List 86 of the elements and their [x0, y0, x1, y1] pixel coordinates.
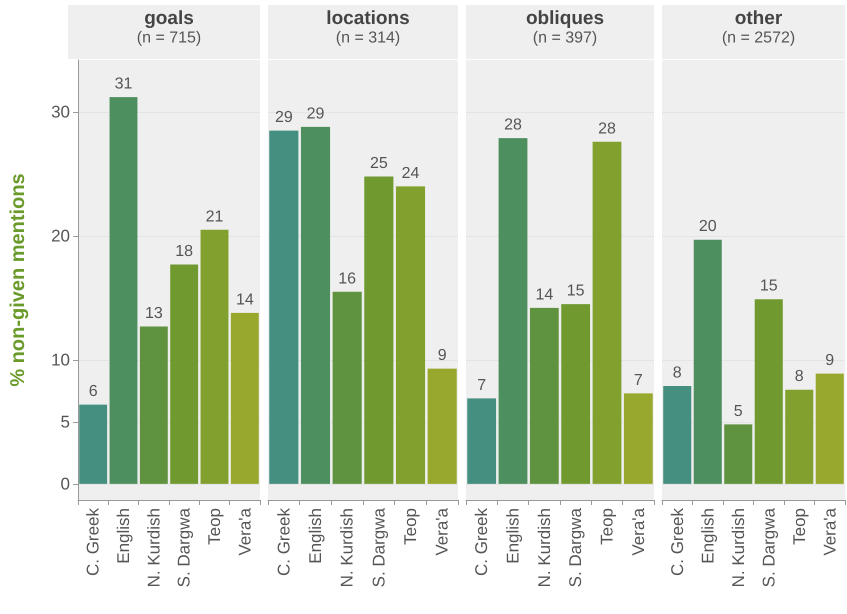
x-tick-label: N. Kurdish	[338, 508, 357, 588]
bar	[170, 264, 198, 484]
data-label: 31	[114, 76, 132, 93]
data-label: 20	[698, 218, 717, 236]
chart-subtitle: (n = 397)	[532, 30, 598, 46]
x-tick-label: S. Dargwa	[759, 507, 778, 588]
chart-title: goals	[144, 8, 194, 29]
x-tick-label: C. Greek	[84, 508, 103, 576]
x-tick-label: English	[306, 508, 325, 564]
bar	[624, 393, 653, 484]
y-tick-label: 30	[51, 102, 70, 122]
bar	[785, 390, 814, 484]
data-label: 7	[477, 376, 486, 394]
bar	[694, 240, 722, 484]
data-label: 29	[306, 105, 324, 122]
bar	[428, 368, 457, 484]
chart-title: other	[734, 8, 783, 29]
x-tick-label: N. Kurdish	[728, 508, 748, 588]
chart-subtitle: (n = 715)	[136, 30, 202, 46]
x-tick-label: S. Dargwa	[369, 507, 388, 588]
x-tick-label: N. Kurdish	[534, 508, 554, 588]
data-label: 13	[144, 304, 163, 322]
data-label: 24	[402, 164, 420, 182]
x-tick-label: S. Dargwa	[174, 507, 194, 588]
data-label: 8	[672, 364, 682, 382]
y-axis-title: % non-given mentions	[7, 173, 29, 387]
bar	[79, 404, 108, 484]
y-tick-label: 20	[51, 226, 70, 246]
x-tick-label: S. Dargwa	[566, 507, 586, 588]
bar	[364, 176, 394, 484]
data-label: 14	[535, 286, 554, 304]
bar	[269, 130, 298, 484]
chart-subtitle: (n = 314)	[336, 30, 400, 46]
bar	[300, 126, 330, 484]
bar	[816, 374, 844, 484]
x-tick-label: Teop	[598, 508, 616, 545]
x-tick-label: English	[698, 508, 718, 564]
y-tick-label: 0	[60, 474, 70, 494]
x-tick-label: C. Greek	[668, 508, 687, 576]
bar	[663, 386, 692, 484]
bar	[332, 292, 362, 484]
bar	[498, 138, 528, 484]
bar	[724, 424, 752, 484]
x-tick-label: N. Kurdish	[144, 508, 164, 588]
data-label: 18	[175, 243, 194, 260]
bar	[754, 299, 783, 484]
data-label: 14	[236, 291, 254, 308]
bar	[530, 308, 559, 484]
data-label: 15	[760, 278, 778, 295]
x-tick-label: Vera'a	[628, 507, 648, 556]
x-tick-label: Vera'a	[432, 507, 452, 556]
data-label: 6	[88, 383, 98, 400]
x-tick-label: C. Greek	[274, 508, 294, 576]
x-tick-label: Vera'a	[820, 507, 840, 556]
x-tick-label: Teop	[205, 508, 224, 545]
x-tick-label: Teop	[790, 508, 809, 545]
bar	[561, 304, 590, 484]
chart-title: locations	[326, 8, 410, 29]
data-label: 5	[734, 402, 743, 420]
data-label: 15	[566, 282, 585, 300]
bar	[110, 97, 138, 484]
bar	[140, 326, 168, 484]
data-label: 9	[825, 352, 834, 370]
data-label: 25	[370, 155, 388, 172]
chart-subtitle: (n = 2572)	[722, 30, 796, 46]
x-tick-label: Teop	[401, 508, 420, 545]
data-label: 21	[206, 208, 224, 226]
data-label: 7	[634, 372, 643, 389]
data-label: 28	[504, 116, 522, 134]
chart-title: obliques	[526, 8, 604, 29]
y-tick-label: 5	[60, 412, 70, 432]
bar	[467, 398, 496, 484]
x-tick-label: C. Greek	[472, 508, 492, 576]
bar	[200, 230, 228, 484]
data-label: 29	[274, 109, 293, 126]
bar	[396, 186, 426, 484]
data-label: 16	[338, 270, 356, 288]
data-label: 9	[438, 347, 447, 364]
data-label: 28	[598, 120, 616, 138]
data-label: 8	[794, 368, 804, 386]
y-tick-label: 10	[51, 350, 70, 370]
x-tick-label: Vera'a	[235, 507, 254, 556]
x-tick-label: English	[504, 508, 522, 564]
bar	[592, 142, 622, 484]
bar	[230, 312, 259, 484]
x-tick-label: English	[114, 508, 133, 564]
